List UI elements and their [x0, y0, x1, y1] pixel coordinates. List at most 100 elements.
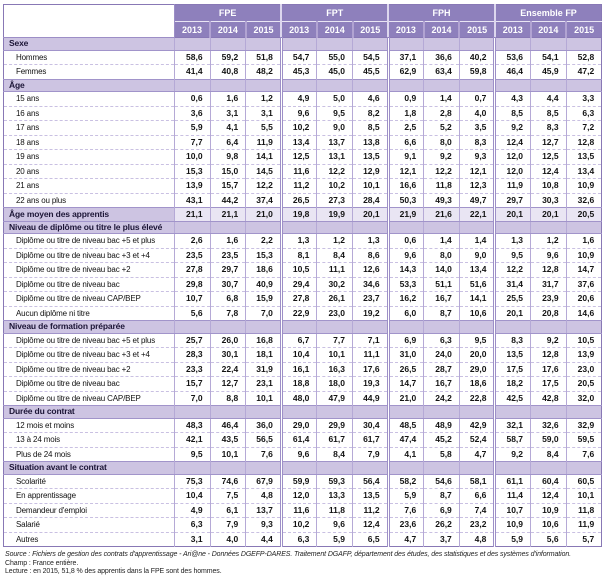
value-cell: 19,8	[279, 207, 317, 222]
table-row: Autres 3,1 4,0 4,4 6,3 5,9 6,5 4,7 3,7 4,8 5,9 5,6 5…	[3, 531, 602, 547]
value-cell: 19,3	[352, 376, 389, 391]
value-cell: 9,2	[493, 120, 531, 135]
value-cell: 21,6	[423, 207, 460, 222]
value-cell	[174, 220, 211, 234]
row-label: Hommes	[3, 49, 175, 65]
value-cell: 10,5	[279, 262, 317, 277]
value-cell: 5,0	[316, 91, 353, 106]
value-cell: 1,8	[386, 105, 424, 121]
value-cell: 48,3	[174, 417, 211, 433]
value-cell: 6,3	[423, 332, 460, 348]
value-cell	[316, 78, 353, 92]
value-cell: 10,2	[279, 120, 317, 135]
value-cell: 23,7	[352, 291, 389, 306]
table-row: Diplôme ou titre de niveau CAP/BEP 10,7 6,…	[3, 291, 602, 306]
value-cell: 53,3	[386, 276, 424, 292]
value-cell: 61,4	[279, 432, 317, 447]
value-cell	[458, 37, 495, 51]
value-cell	[279, 405, 317, 419]
value-cell	[245, 320, 282, 334]
value-cell: 7,2	[565, 120, 602, 135]
value-cell: 30,2	[316, 276, 353, 292]
value-cell: 16,7	[423, 291, 460, 306]
value-cell: 14,1	[245, 149, 282, 164]
value-cell: 54,1	[530, 49, 567, 65]
value-cell: 12,4	[530, 163, 567, 179]
table-row: 21 ans 13,9 15,7 12,2 11,2 10,2 10,1 16,6 11,8 12…	[3, 178, 602, 193]
value-cell: 23,5	[209, 247, 246, 263]
value-cell: 5,9	[493, 531, 531, 547]
value-cell: 28,3	[174, 347, 211, 362]
value-cell	[458, 320, 495, 334]
value-cell: 5,8	[423, 446, 460, 462]
value-cell: 11,4	[493, 488, 531, 503]
row-label: Diplôme ou titre de niveau CAP/BEP	[3, 291, 175, 306]
value-cell: 31,7	[530, 276, 567, 292]
value-cell: 6,0	[386, 305, 424, 321]
value-cell: 5,6	[530, 531, 567, 547]
year-header: 2015	[565, 21, 602, 38]
year-header: 2015	[351, 21, 389, 38]
value-cell: 16,2	[386, 291, 424, 306]
value-cell: 13,9	[565, 347, 602, 362]
value-cell: 12,1	[386, 163, 424, 179]
value-cell: 3,6	[174, 105, 211, 121]
value-cell: 0,6	[174, 91, 211, 106]
value-cell: 2,8	[423, 105, 460, 121]
value-cell	[245, 37, 282, 51]
table-row: 18 ans 7,7 6,4 11,9 13,4 13,7 13,8 6,6 8,0 8,3 12,…	[3, 134, 602, 150]
table-row: Femmes 41,4 40,8 48,2 45,3 45,0 45,5 62,9 63,4 59…	[3, 64, 602, 79]
value-cell: 8,1	[279, 247, 317, 263]
value-cell: 4,9	[279, 91, 317, 106]
table-row: 12 mois et moins 48,3 46,4 36,0 29,0 29,9 30,4…	[3, 417, 602, 433]
value-cell: 10,1	[209, 446, 246, 462]
row-label: Plus de 24 mois	[3, 446, 175, 462]
value-cell: 4,8	[458, 531, 495, 547]
value-cell: 45,0	[316, 64, 353, 79]
value-cell: 6,3	[565, 105, 602, 121]
value-cell: 17,5	[493, 361, 531, 377]
value-cell	[458, 220, 495, 234]
value-cell: 8,4	[316, 446, 353, 462]
table-row: Aucun diplôme ni titre 5,6 7,8 7,0 22,9 23,0 1…	[3, 305, 602, 321]
value-cell: 52,8	[565, 49, 602, 65]
value-cell	[493, 405, 531, 419]
value-cell: 59,9	[279, 473, 317, 489]
section-label: Niveau de diplôme ou titre le plus élevé	[3, 220, 175, 234]
value-cell: 21,0	[386, 390, 424, 406]
footnotes: Source : Fichiers de gestion des contrat…	[5, 551, 602, 577]
value-cell	[174, 320, 211, 334]
value-cell: 40,2	[458, 49, 495, 65]
value-cell: 4,0	[209, 531, 246, 547]
value-cell: 37,4	[245, 192, 282, 208]
value-cell: 19,2	[352, 305, 389, 321]
value-cell: 15,0	[209, 163, 246, 179]
table-row: 17 ans 5,9 4,1 5,5 10,2 9,0 8,5 2,5 5,2 3,5 9,2 8,3…	[3, 120, 602, 135]
value-cell: 6,8	[209, 291, 246, 306]
value-cell: 60,4	[530, 473, 567, 489]
value-cell: 24,0	[423, 347, 460, 362]
value-cell: 5,6	[174, 305, 211, 321]
value-cell	[316, 37, 353, 51]
value-cell: 20,1	[530, 207, 567, 222]
value-cell	[174, 461, 211, 475]
value-cell: 11,2	[279, 178, 317, 193]
value-cell: 13,9	[174, 178, 211, 193]
value-cell	[565, 320, 602, 334]
value-cell: 59,0	[530, 432, 567, 447]
value-cell: 12,4	[530, 488, 567, 503]
value-cell: 4,8	[245, 488, 282, 503]
year-header: 2013	[387, 21, 424, 38]
value-cell: 5,5	[245, 120, 282, 135]
year-header: 2014	[422, 21, 460, 38]
value-cell: 14,3	[386, 262, 424, 277]
value-cell: 29,4	[279, 276, 317, 292]
value-cell: 7,6	[245, 446, 282, 462]
value-cell: 13,4	[565, 163, 602, 179]
value-cell: 11,6	[279, 163, 317, 179]
value-cell: 12,5	[279, 149, 317, 164]
value-cell: 2,6	[174, 233, 211, 248]
value-cell: 31,9	[245, 361, 282, 377]
value-cell: 3,7	[423, 531, 460, 547]
value-cell: 25,5	[493, 291, 531, 306]
